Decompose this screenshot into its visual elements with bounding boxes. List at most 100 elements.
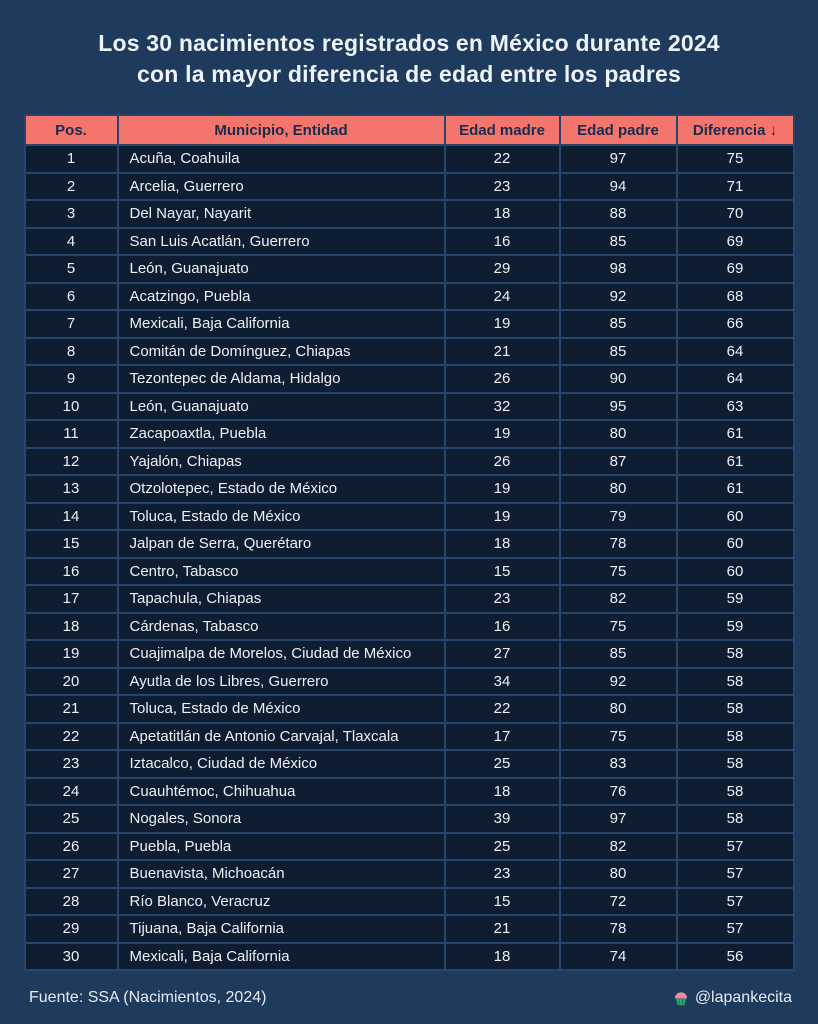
edad-madre-cell: 19: [443, 501, 561, 531]
diferencia-cell: 69: [675, 254, 795, 284]
edad-padre-cell: 97: [558, 144, 678, 174]
edad-padre-cell: 78: [558, 529, 678, 559]
pos-cell: 11: [23, 419, 119, 449]
diferencia-cell: 59: [675, 611, 795, 641]
col-header-diferencia: Diferencia ↓: [675, 114, 795, 146]
pos-cell: 16: [23, 556, 119, 586]
edad-padre-cell: 80: [558, 419, 678, 449]
pos-cell: 2: [23, 171, 119, 201]
pos-cell: 23: [23, 749, 119, 779]
edad-padre-cell: 85: [558, 309, 678, 339]
municipio-cell: Iztacalco, Ciudad de México: [116, 749, 446, 779]
col-header-pos: Pos.: [23, 114, 119, 146]
edad-madre-cell: 18: [443, 529, 561, 559]
edad-madre-cell: 32: [443, 391, 561, 421]
diferencia-cell: 58: [675, 694, 795, 724]
table-row: 5 León, Guanajuato 29 98 69: [23, 254, 795, 284]
diferencia-cell: 68: [675, 281, 795, 311]
diferencia-cell: 59: [675, 584, 795, 614]
edad-madre-cell: 18: [443, 199, 561, 229]
table-row: 26 Puebla, Puebla 25 82 57: [23, 831, 795, 861]
edad-madre-cell: 16: [443, 226, 561, 256]
edad-padre-cell: 75: [558, 556, 678, 586]
edad-madre-cell: 18: [443, 776, 561, 806]
edad-padre-cell: 85: [558, 336, 678, 366]
pos-cell: 22: [23, 721, 119, 751]
municipio-cell: Otzolotepec, Estado de México: [116, 474, 446, 504]
municipio-cell: Zacapoaxtla, Puebla: [116, 419, 446, 449]
diferencia-cell: 57: [675, 831, 795, 861]
municipio-cell: Mexicali, Baja California: [116, 941, 446, 971]
edad-padre-cell: 97: [558, 804, 678, 834]
table-row: 7 Mexicali, Baja California 19 85 66: [23, 309, 795, 339]
edad-madre-cell: 17: [443, 721, 561, 751]
edad-padre-cell: 92: [558, 281, 678, 311]
diferencia-cell: 64: [675, 336, 795, 366]
table-row: 3 Del Nayar, Nayarit 18 88 70: [23, 199, 795, 229]
cupcake-icon: [674, 992, 687, 1006]
municipio-cell: Cuauhtémoc, Chihuahua: [116, 776, 446, 806]
pos-cell: 30: [23, 941, 119, 971]
edad-padre-cell: 80: [558, 694, 678, 724]
table-row: 22 Apetatitlán de Antonio Carvajal, Tlaxc…: [23, 721, 795, 751]
table-body: 1 Acuña, Coahuila 22 97 75 2 Arcelia, Guerrero…: [23, 144, 795, 971]
edad-padre-cell: 87: [558, 446, 678, 476]
table-row: 10 León, Guanajuato 32 95 63: [23, 391, 795, 421]
edad-madre-cell: 25: [443, 749, 561, 779]
diferencia-cell: 64: [675, 364, 795, 394]
municipio-cell: Buenavista, Michoacán: [116, 859, 446, 889]
pos-cell: 25: [23, 804, 119, 834]
pos-cell: 1: [23, 144, 119, 174]
diferencia-cell: 60: [675, 529, 795, 559]
diferencia-cell: 56: [675, 941, 795, 971]
edad-padre-cell: 75: [558, 721, 678, 751]
municipio-cell: Toluca, Estado de México: [116, 501, 446, 531]
edad-padre-cell: 92: [558, 666, 678, 696]
municipio-cell: León, Guanajuato: [116, 254, 446, 284]
municipio-cell: León, Guanajuato: [116, 391, 446, 421]
municipio-cell: Tapachula, Chiapas: [116, 584, 446, 614]
edad-padre-cell: 72: [558, 886, 678, 916]
table-row: 4 San Luis Acatlán, Guerrero 16 85 69: [23, 226, 795, 256]
table-row: 12 Yajalón, Chiapas 26 87 61: [23, 446, 795, 476]
pos-cell: 14: [23, 501, 119, 531]
municipio-cell: Comitán de Domínguez, Chiapas: [116, 336, 446, 366]
diferencia-cell: 57: [675, 886, 795, 916]
page-title-line1: Los 30 nacimientos registrados en México…: [98, 30, 720, 56]
edad-madre-cell: 25: [443, 831, 561, 861]
edad-padre-cell: 95: [558, 391, 678, 421]
table-row: 15 Jalpan de Serra, Querétaro 18 78 60: [23, 529, 795, 559]
edad-madre-cell: 15: [443, 886, 561, 916]
edad-madre-cell: 24: [443, 281, 561, 311]
edad-madre-cell: 23: [443, 584, 561, 614]
edad-padre-cell: 82: [558, 831, 678, 861]
pos-cell: 5: [23, 254, 119, 284]
diferencia-cell: 61: [675, 474, 795, 504]
municipio-cell: Jalpan de Serra, Querétaro: [116, 529, 446, 559]
diferencia-cell: 60: [675, 556, 795, 586]
pos-cell: 26: [23, 831, 119, 861]
pos-cell: 29: [23, 914, 119, 944]
table-row: 6 Acatzingo, Puebla 24 92 68: [23, 281, 795, 311]
municipio-cell: Tijuana, Baja California: [116, 914, 446, 944]
diferencia-cell: 75: [675, 144, 795, 174]
edad-madre-cell: 26: [443, 446, 561, 476]
pos-cell: 9: [23, 364, 119, 394]
pos-cell: 20: [23, 666, 119, 696]
pos-cell: 4: [23, 226, 119, 256]
municipio-cell: Yajalón, Chiapas: [116, 446, 446, 476]
edad-madre-cell: 29: [443, 254, 561, 284]
table-row: 11 Zacapoaxtla, Puebla 19 80 61: [23, 419, 795, 449]
edad-madre-cell: 34: [443, 666, 561, 696]
pos-cell: 18: [23, 611, 119, 641]
edad-madre-cell: 15: [443, 556, 561, 586]
diferencia-cell: 58: [675, 639, 795, 669]
ranking-table: Pos. Municipio, Entidad Edad madre Edad …: [23, 114, 795, 971]
table-row: 13 Otzolotepec, Estado de México 19 80 61: [23, 474, 795, 504]
municipio-cell: Apetatitlán de Antonio Carvajal, Tlaxcal…: [116, 721, 446, 751]
diferencia-cell: 58: [675, 721, 795, 751]
edad-madre-cell: 23: [443, 171, 561, 201]
edad-padre-cell: 83: [558, 749, 678, 779]
diferencia-cell: 63: [675, 391, 795, 421]
footer: Fuente: SSA (Nacimientos, 2024) @lapanke…: [29, 989, 792, 1007]
